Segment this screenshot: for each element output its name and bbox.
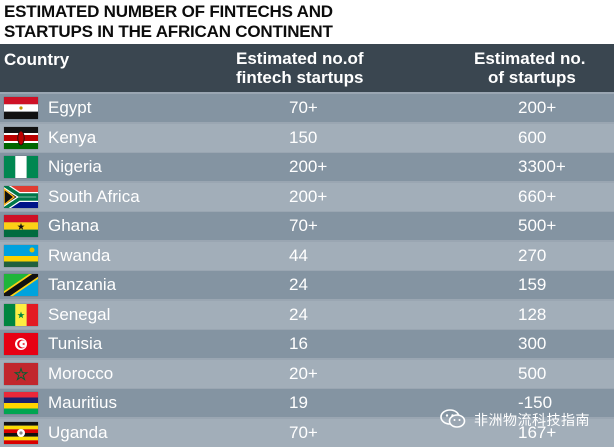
- fintech-cell: 20+: [289, 363, 318, 383]
- fintech-cell: 70+: [289, 216, 318, 235]
- fintech-cell: 70+: [289, 422, 318, 442]
- country-cell: Rwanda: [48, 245, 111, 265]
- rwanda-flag-icon: [4, 244, 38, 267]
- table-row: Senegal 24 128: [0, 300, 614, 329]
- morocco-flag-icon: [4, 362, 38, 385]
- country-cell: Ghana: [48, 216, 100, 235]
- startups-cell: 500+: [518, 216, 557, 235]
- country-cell: Kenya: [48, 127, 97, 147]
- wechat-icon: [440, 409, 466, 428]
- chart-title-line1: ESTIMATED NUMBER OF FINTECHS AND: [4, 2, 333, 21]
- table-row: Tanzania 24 159: [0, 271, 614, 299]
- nigeria-flag-icon: [4, 156, 38, 178]
- senegal-flag-icon: [4, 303, 38, 326]
- fintech-cell: 150: [289, 127, 318, 147]
- table-row: Uganda 70+ 167+: [0, 418, 614, 447]
- country-cell: South Africa: [48, 186, 140, 206]
- header-country: Country: [4, 50, 70, 69]
- chart-title: ESTIMATED NUMBER OF FINTECHS AND STARTUP…: [0, 0, 614, 44]
- table-row: Rwanda 44 270: [0, 241, 614, 270]
- country-cell: Tunisia: [48, 334, 103, 353]
- table-row: Egypt 70+ 200+: [0, 94, 614, 122]
- table-row: Morocco 20+ 500: [0, 359, 614, 388]
- startups-cell: 159: [518, 275, 547, 294]
- startups-cell: 128: [518, 304, 547, 324]
- header-fintech-line1: Estimated no.of: [236, 49, 364, 68]
- mauritius-flag-icon: [4, 392, 38, 414]
- country-cell: Egypt: [48, 98, 92, 117]
- ghana-flag-icon: [4, 215, 38, 237]
- chart-title-line2: STARTUPS IN THE AFRICAN CONTINENT: [4, 22, 333, 41]
- table-row: Nigeria 200+ 3300+: [0, 153, 614, 181]
- tunisia-flag-icon: [4, 333, 38, 355]
- country-cell: Nigeria: [48, 157, 102, 176]
- header-startups-line1: Estimated no.: [474, 49, 586, 68]
- startups-cell: 300: [518, 334, 547, 353]
- country-cell: Tanzania: [48, 275, 117, 294]
- watermark: 非洲物流科技指南: [440, 407, 614, 431]
- startups-cell: 600: [518, 127, 547, 147]
- table-row: Tunisia 16 300: [0, 330, 614, 358]
- country-cell: Uganda: [48, 422, 108, 442]
- fintech-cell: 200+: [289, 186, 328, 206]
- table-row: South Africa 200+ 660+: [0, 182, 614, 211]
- fintech-cell: 16: [289, 334, 308, 353]
- fintech-cell: 19: [289, 393, 308, 412]
- fintech-cell: 200+: [289, 157, 328, 176]
- startups-cell: 3300+: [518, 157, 566, 176]
- uganda-flag-icon: [4, 421, 38, 444]
- table-row: Ghana 70+ 500+: [0, 212, 614, 240]
- startups-cell: 660+: [518, 186, 557, 206]
- fintech-cell: 70+: [289, 98, 318, 117]
- fintech-cell: 24: [289, 275, 308, 294]
- fintech-cell: 44: [289, 245, 308, 265]
- startups-cell: -150: [518, 393, 553, 412]
- egypt-flag-icon: [4, 97, 38, 119]
- country-cell: Morocco: [48, 363, 114, 383]
- tanzania-flag-icon: [4, 274, 38, 296]
- table-header: Country Estimated no.of fintech startups…: [0, 44, 614, 92]
- startups-cell: 200+: [518, 98, 557, 117]
- table-row: Mauritius 19 -150: [0, 389, 614, 417]
- south-africa-flag-icon: [4, 185, 38, 208]
- startups-cell: 500: [518, 363, 547, 383]
- header-startups-line2: of startups: [488, 68, 576, 87]
- country-cell: Senegal: [48, 304, 111, 324]
- kenya-flag-icon: [4, 126, 38, 149]
- fintech-cell: 24: [289, 304, 308, 324]
- startups-cell: 167+: [518, 422, 557, 442]
- startups-cell: 270: [518, 245, 547, 265]
- country-cell: Mauritius: [48, 393, 117, 412]
- table-row: Kenya 150 600: [0, 123, 614, 152]
- header-fintech-line2: fintech startups: [236, 68, 364, 87]
- watermark-text: 非洲物流科技指南: [474, 413, 590, 429]
